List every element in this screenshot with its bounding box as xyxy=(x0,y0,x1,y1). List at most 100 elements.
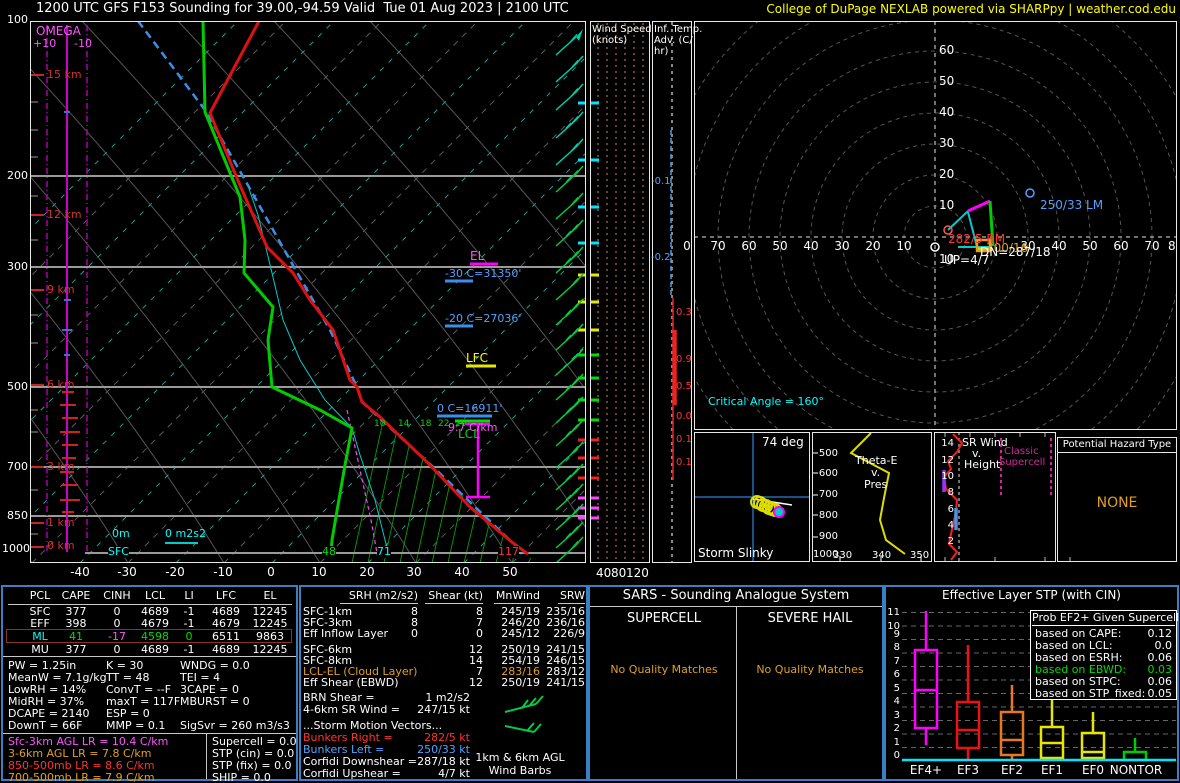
pressure-label: 100 xyxy=(7,13,28,26)
hodo-x-label: 60 xyxy=(1113,239,1129,253)
sars-supercell-result: No Quality Matches xyxy=(610,663,718,676)
theta-e-panel xyxy=(812,432,932,562)
surface-wetbulb-value: 71 xyxy=(377,545,391,559)
cell: -17 xyxy=(108,630,126,643)
stp-y-label: 4 xyxy=(893,696,900,707)
cell: 250/19 xyxy=(501,643,540,656)
wind-speed-title2: (knots) xyxy=(592,35,628,46)
cell: -1 xyxy=(183,605,195,618)
inf-temp-title3: hr) xyxy=(654,46,669,57)
kin-row-label: Eff Shear (EBWD) xyxy=(303,676,399,689)
cell: 246/20 xyxy=(501,616,540,629)
cell: 0 xyxy=(411,627,418,640)
legend-value: 0.06 xyxy=(1147,651,1173,664)
height-label: 12 km xyxy=(47,208,82,221)
bunkers-left-value: 250/33 kt xyxy=(417,743,470,756)
cell: 4689 xyxy=(212,643,240,656)
legend-row: based on ESRH: xyxy=(1035,651,1123,664)
cell: 283/16 xyxy=(501,665,540,678)
zero-m2s2-label: 0 m2s2 xyxy=(165,527,206,540)
lcl-marker-label: LCL xyxy=(458,427,480,441)
kinematics-table-panel xyxy=(299,585,588,781)
stat: maxT = 117F xyxy=(106,695,181,708)
hodo-x-label: 60 xyxy=(741,239,757,253)
cell: 4689 xyxy=(141,605,169,618)
composite-index: Supercell = 0.0 xyxy=(212,735,297,748)
temp-tick: -40 xyxy=(70,565,90,579)
stat: SigSvr = 260 m3/s3 xyxy=(180,719,290,732)
theta-e-x-label: 340 xyxy=(872,550,892,561)
stp-y-label: 11 xyxy=(887,607,900,618)
sars-title: SARS - Sounding Analogue System xyxy=(622,588,850,603)
wind-speed-panel xyxy=(590,21,650,563)
cell: 4679 xyxy=(212,617,240,630)
kin-header: Shear (kt) xyxy=(428,589,483,602)
hodo-x-label: 20 xyxy=(865,239,881,253)
stp-y-label: 3 xyxy=(893,710,900,721)
lapse-rate: 850-500mb LR = 8.6 C/km xyxy=(8,759,155,772)
pressure-label: 500 xyxy=(7,380,28,393)
temp-tick: 10 xyxy=(311,565,327,579)
stat: LowRH = 14% xyxy=(8,683,87,696)
cell: 12 xyxy=(469,676,483,689)
sr46-value: 247/15 kt xyxy=(417,703,470,716)
stp-y-label: 6 xyxy=(893,669,900,680)
cell: 241/15 xyxy=(546,643,585,656)
height-label: 9 km xyxy=(47,283,75,296)
cell: 8 xyxy=(411,616,418,629)
hodo-ring-label: 30 xyxy=(939,136,955,150)
kin-header: SRH (m2/s2) xyxy=(348,589,418,602)
theta-e-title: Theta-E xyxy=(855,454,898,467)
bunkers-right-label: Bunkers Right = xyxy=(303,731,393,744)
parcel-row-mu: MU xyxy=(31,643,49,656)
stat: WNDG = 0.0 xyxy=(180,659,250,672)
cell: 7 xyxy=(476,616,483,629)
mean-wind-marker-label: 300/16 xyxy=(986,241,1029,255)
parcel-row-ml: ML xyxy=(32,630,48,643)
cell: 254/19 xyxy=(501,654,540,667)
height-label: 1 km xyxy=(47,516,75,529)
theta-e-x-label: 330 xyxy=(833,550,853,561)
inf-temp-title: Inf. Temp. xyxy=(654,24,703,35)
kin-row-label: SFC-6km xyxy=(303,643,353,656)
temp-tick: -20 xyxy=(165,565,185,579)
cell: 0 xyxy=(113,643,121,656)
hodo-ring-label-below: 10 xyxy=(939,252,955,266)
hodo-ring-label: 40 xyxy=(939,105,955,119)
parcel-row-sfc: SFC xyxy=(29,605,51,618)
thermo-header: LCL xyxy=(145,589,165,602)
cell: 0 xyxy=(185,630,193,643)
stp-category: EF1 xyxy=(1040,763,1064,777)
cell: 6511 xyxy=(212,630,240,643)
stat: DCAPE = 2140 xyxy=(8,707,90,720)
cell: 235/16 xyxy=(546,605,585,618)
brn-shear-value: 1 m2/s2 xyxy=(425,691,470,704)
cell: 12245 xyxy=(252,605,288,618)
pressure-label: 200 xyxy=(7,169,28,182)
sr-wind-y-label: 14 xyxy=(941,438,954,449)
mixing-ratio-label: 14 xyxy=(398,419,410,429)
inf-temp-value: 0.1 xyxy=(676,457,692,468)
cell: 8 xyxy=(476,605,483,618)
stat: PW = 1.25in xyxy=(8,659,77,672)
cell: 12245 xyxy=(252,617,288,630)
sr-wind-y-label: 4 xyxy=(947,520,954,531)
hodo-x-label: 8 xyxy=(1168,239,1176,253)
cell: 226/9 xyxy=(553,627,585,640)
cell: 12245 xyxy=(252,643,288,656)
legend-row: based on STPC: xyxy=(1035,675,1121,688)
hodo-ring-label: 10 xyxy=(939,198,955,212)
critical-angle-label: Critical Angle = 160° xyxy=(708,395,824,408)
temp-tick: -30 xyxy=(117,565,137,579)
cell: 4598 xyxy=(141,630,169,643)
temp-tick: 50 xyxy=(502,565,518,579)
stat: MidRH = 37% xyxy=(8,695,85,708)
inf-temp-value: 0.0 xyxy=(676,411,692,422)
hodo-x-label: 10 xyxy=(896,239,912,253)
wind-axis-40: 40 xyxy=(596,566,612,580)
theta-e-title2: v. xyxy=(871,466,881,479)
bunkers-left-label: Bunkers Left = xyxy=(303,743,385,756)
stp-category: EF3 xyxy=(956,763,980,777)
zero-m-label: 0m xyxy=(112,527,130,540)
thermo-header: LI xyxy=(184,589,194,602)
